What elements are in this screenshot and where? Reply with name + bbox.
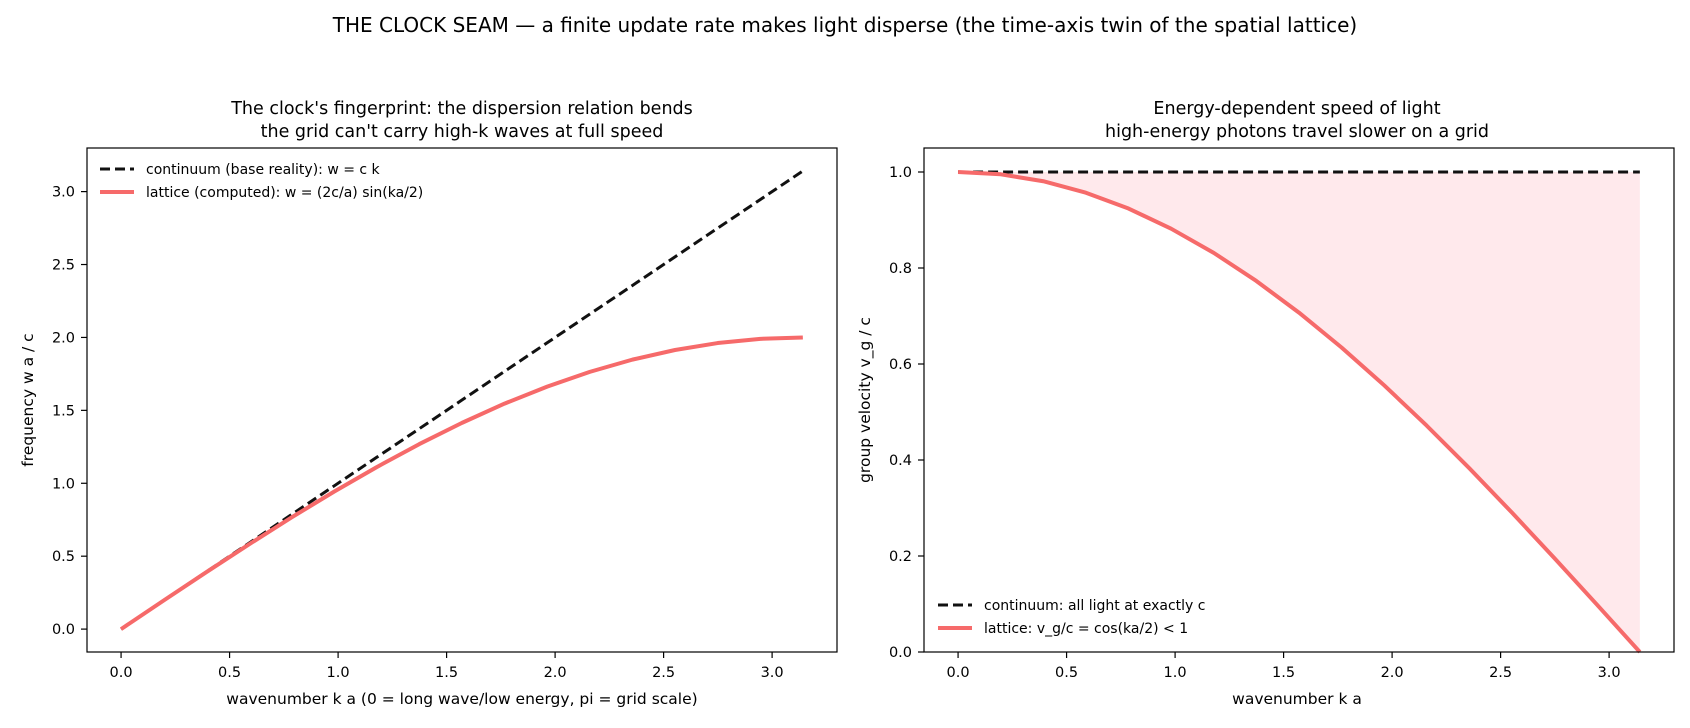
y-tick-label: 0.4	[889, 453, 912, 469]
x-tick-label: 1.0	[327, 665, 350, 681]
y-tick-label: 0.8	[889, 261, 912, 277]
legend-continuum-label: continuum: all light at exactly c	[984, 598, 1205, 614]
group-velocity-y-ticks: 0.0 0.2 0.4 0.6 0.8 1.0	[889, 165, 924, 661]
y-tick-label: 3.0	[52, 185, 75, 201]
y-tick-label: 2.5	[52, 258, 75, 274]
y-tick-label: 1.0	[889, 165, 912, 181]
y-tick-label: 0.6	[889, 357, 912, 373]
group-velocity-legend: continuum: all light at exactly c lattic…	[938, 598, 1205, 637]
legend-lattice-label: lattice: v_g/c = cos(ka/2) < 1	[984, 621, 1188, 637]
dispersion-x-axis-label: wavenumber k a (0 = long wave/low energy…	[226, 690, 697, 708]
y-tick-label: 0.5	[52, 549, 75, 565]
figure-title: THE CLOCK SEAM — a finite update rate ma…	[332, 13, 1357, 37]
group-velocity-x-axis-label: wavenumber k a	[1232, 690, 1362, 708]
group-velocity-chart-title-line-2: high-energy photons travel slower on a g…	[1105, 122, 1489, 142]
y-tick-label: 2.0	[52, 330, 75, 346]
dispersion-chart: The clock's fingerprint: the dispersion …	[19, 99, 838, 708]
legend-continuum-label: continuum (base reality): w = c k	[146, 162, 381, 178]
lattice-series-line	[119, 335, 803, 631]
dispersion-axes-frame	[86, 147, 838, 653]
dispersion-legend: continuum (base reality): w = c k lattic…	[100, 162, 423, 201]
x-tick-label: 2.5	[652, 665, 675, 681]
x-tick-label: 2.0	[544, 665, 567, 681]
x-tick-label: 0.0	[947, 665, 970, 681]
group-velocity-chart-title-line-1: Energy-dependent speed of light	[1153, 99, 1440, 119]
y-tick-label: 0.0	[889, 645, 912, 661]
group-velocity-y-axis-label: group velocity v_g / c	[856, 317, 875, 483]
dispersion-x-ticks: 0.0 0.5 1.0 1.5 2.0 2.5 3.0	[110, 652, 784, 681]
x-tick-label: 3.0	[761, 665, 784, 681]
dispersion-y-ticks: 0.0 0.5 1.0 1.5 2.0 2.5 3.0	[52, 185, 87, 638]
x-tick-label: 3.0	[1598, 665, 1621, 681]
y-tick-label: 1.5	[52, 403, 75, 419]
x-tick-label: 0.5	[218, 665, 241, 681]
shaded-slowdown-region	[958, 172, 1640, 652]
dispersion-chart-title-line-1: The clock's fingerprint: the dispersion …	[230, 99, 693, 119]
x-tick-label: 2.0	[1381, 665, 1404, 681]
x-tick-label: 0.0	[110, 665, 133, 681]
x-tick-label: 0.5	[1055, 665, 1078, 681]
x-tick-label: 1.5	[435, 665, 458, 681]
dispersion-y-axis-label: frequency w a / c	[19, 333, 37, 466]
group-velocity-chart: Energy-dependent speed of light high-ene…	[856, 99, 1675, 708]
group-velocity-axes-frame	[923, 147, 1675, 653]
y-tick-label: 1.0	[52, 476, 75, 492]
group-velocity-plot-area	[957, 170, 1642, 654]
group-velocity-x-ticks: 0.0 0.5 1.0 1.5 2.0 2.5 3.0	[947, 652, 1621, 681]
legend-lattice-label: lattice (computed): w = (2c/a) sin(ka/2)	[146, 185, 423, 201]
x-tick-label: 1.0	[1164, 665, 1187, 681]
y-tick-label: 0.0	[52, 622, 75, 638]
y-tick-label: 0.2	[889, 549, 912, 565]
dispersion-chart-title-line-2: the grid can't carry high-k waves at ful…	[261, 122, 664, 142]
dispersion-plot-area	[119, 169, 804, 631]
x-tick-label: 1.5	[1272, 665, 1295, 681]
x-tick-label: 2.5	[1489, 665, 1512, 681]
